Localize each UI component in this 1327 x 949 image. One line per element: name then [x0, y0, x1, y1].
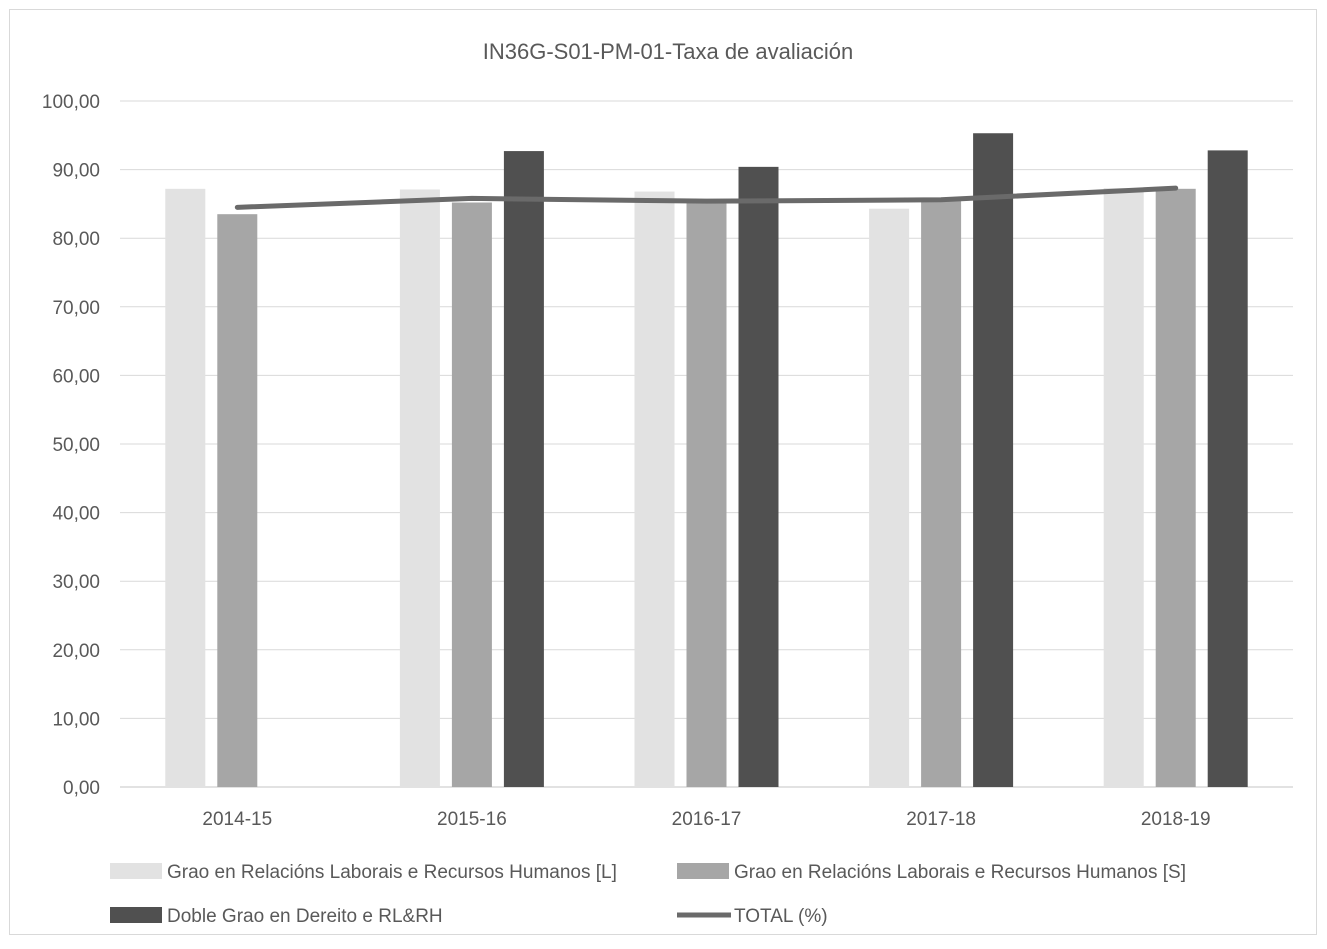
legend-item: TOTAL (%)	[677, 906, 828, 927]
y-tick-label: 0,00	[63, 778, 100, 799]
bar	[503, 151, 544, 787]
bar	[1207, 150, 1248, 788]
bar	[921, 199, 962, 787]
x-axis-tick-labels: 2014-15 2015-16 2016-17 2017-18 2018-19	[202, 809, 1210, 830]
legend-label: Grao en Relacións Laborais e Recursos Hu…	[734, 862, 1186, 883]
x-tick-label: 2017-18	[906, 809, 976, 830]
bar	[451, 202, 492, 787]
bar	[217, 214, 258, 787]
legend-item: Grao en Relacións Laborais e Recursos Hu…	[677, 862, 1186, 883]
bar	[973, 133, 1014, 787]
bar	[1155, 188, 1196, 788]
legend-label: Grao en Relacións Laborais e Recursos Hu…	[167, 862, 617, 883]
y-tick-label: 50,00	[52, 435, 100, 456]
bars	[165, 133, 1248, 788]
legend-label: Doble Grao en Dereito e RL&RH	[167, 906, 443, 927]
total-line-series	[234, 185, 1179, 210]
legend-swatch	[110, 863, 162, 879]
legend-swatch	[110, 907, 162, 923]
y-tick-label: 60,00	[52, 366, 100, 387]
y-tick-label: 100,00	[42, 92, 100, 113]
legend: Grao en Relacións Laborais e Recursos Hu…	[110, 862, 1186, 927]
y-tick-label: 80,00	[52, 229, 100, 250]
x-tick-label: 2015-16	[437, 809, 507, 830]
legend-swatch	[677, 863, 729, 879]
legend-label: TOTAL (%)	[734, 906, 828, 927]
bar	[165, 188, 206, 788]
bar	[634, 191, 675, 787]
y-tick-label: 20,00	[52, 641, 100, 662]
y-tick-label: 10,00	[52, 709, 100, 730]
y-tick-label: 70,00	[52, 298, 100, 319]
x-tick-label: 2018-19	[1141, 809, 1211, 830]
bar	[686, 200, 727, 788]
legend-item: Doble Grao en Dereito e RL&RH	[110, 906, 443, 927]
y-axis-tick-labels: 0,00 10,00 20,00 30,00 40,00 50,00 60,00 70,00 8…	[42, 92, 100, 799]
bar	[1103, 188, 1144, 787]
x-tick-label: 2014-15	[202, 809, 272, 830]
x-tick-label: 2016-17	[672, 809, 742, 830]
legend-item: Grao en Relacións Laborais e Recursos Hu…	[110, 862, 617, 883]
total-line	[234, 185, 1179, 210]
bar	[738, 166, 779, 787]
y-tick-label: 90,00	[52, 161, 100, 182]
y-tick-label: 30,00	[52, 572, 100, 593]
bar	[399, 189, 440, 787]
chart-title: IN36G-S01-PM-01-Taxa de avaliación	[483, 39, 854, 64]
y-tick-label: 40,00	[52, 504, 100, 525]
bar	[869, 208, 910, 787]
